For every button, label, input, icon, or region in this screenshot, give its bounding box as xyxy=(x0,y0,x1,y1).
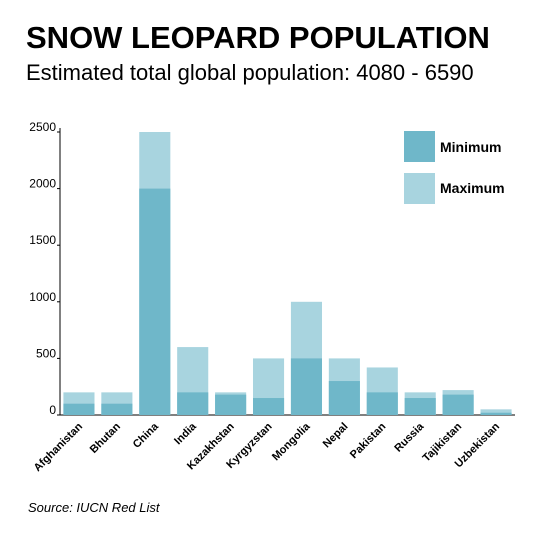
bar-minimum-nepal xyxy=(328,381,360,415)
bar-minimum-russia xyxy=(404,398,436,415)
bar-minimum-kazakhstan xyxy=(215,394,247,415)
y-tick-label: 2000 xyxy=(29,177,56,191)
y-tick-label: 500 xyxy=(36,346,56,360)
legend-swatch-minimum xyxy=(404,131,435,162)
legend-swatch-maximum xyxy=(404,173,435,204)
x-tick-label: China xyxy=(131,420,162,451)
bar-maximum-uzbekistan xyxy=(480,409,512,415)
bar-minimum-mongolia xyxy=(290,358,323,415)
chart-title: SNOW LEOPARD POPULATION xyxy=(26,20,490,55)
bar-minimum-afghanistan xyxy=(63,403,95,415)
x-tick-label: Afghanistan xyxy=(32,420,86,474)
x-tick-label: Russia xyxy=(392,420,427,455)
x-tick-label: Bhutan xyxy=(88,420,123,455)
bar-minimum-tajikistan xyxy=(442,394,474,415)
x-tick-label: Nepal xyxy=(321,421,351,451)
chart-subtitle: Estimated total global population: 4080 … xyxy=(26,60,474,85)
y-tick-label: 2500 xyxy=(29,120,56,134)
bar-minimum-china xyxy=(139,188,171,415)
x-tick-label: India xyxy=(172,420,199,447)
source-note: Source: IUCN Red List xyxy=(28,500,160,515)
bar-minimum-uzbekistan xyxy=(480,412,512,415)
y-tick-label: 1500 xyxy=(29,233,56,247)
y-tick-label: 1000 xyxy=(29,290,56,304)
bar-minimum-pakistan xyxy=(366,392,398,415)
legend-label-maximum: Maximum xyxy=(440,180,505,196)
legend-label-minimum: Minimum xyxy=(440,139,501,155)
bar-minimum-kyrgyzstan xyxy=(252,398,285,415)
bar-minimum-india xyxy=(177,392,209,415)
x-tick-label: Pakistan xyxy=(348,420,389,461)
bar-minimum-bhutan xyxy=(101,403,133,415)
x-tick-label: Mongolia xyxy=(270,420,313,463)
y-tick-label: 0 xyxy=(49,403,56,417)
